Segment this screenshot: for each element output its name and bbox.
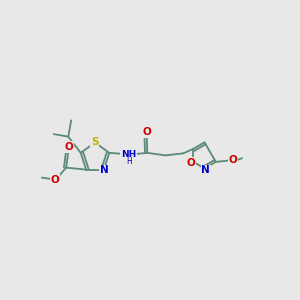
Text: H: H (126, 157, 132, 166)
Text: O: O (228, 155, 237, 165)
Text: O: O (50, 175, 59, 185)
Text: O: O (64, 142, 73, 152)
Text: N: N (201, 165, 210, 176)
Text: S: S (91, 137, 98, 147)
Text: N: N (100, 165, 109, 176)
Text: O: O (142, 128, 151, 137)
Text: O: O (186, 158, 195, 168)
Text: NH: NH (121, 150, 136, 159)
